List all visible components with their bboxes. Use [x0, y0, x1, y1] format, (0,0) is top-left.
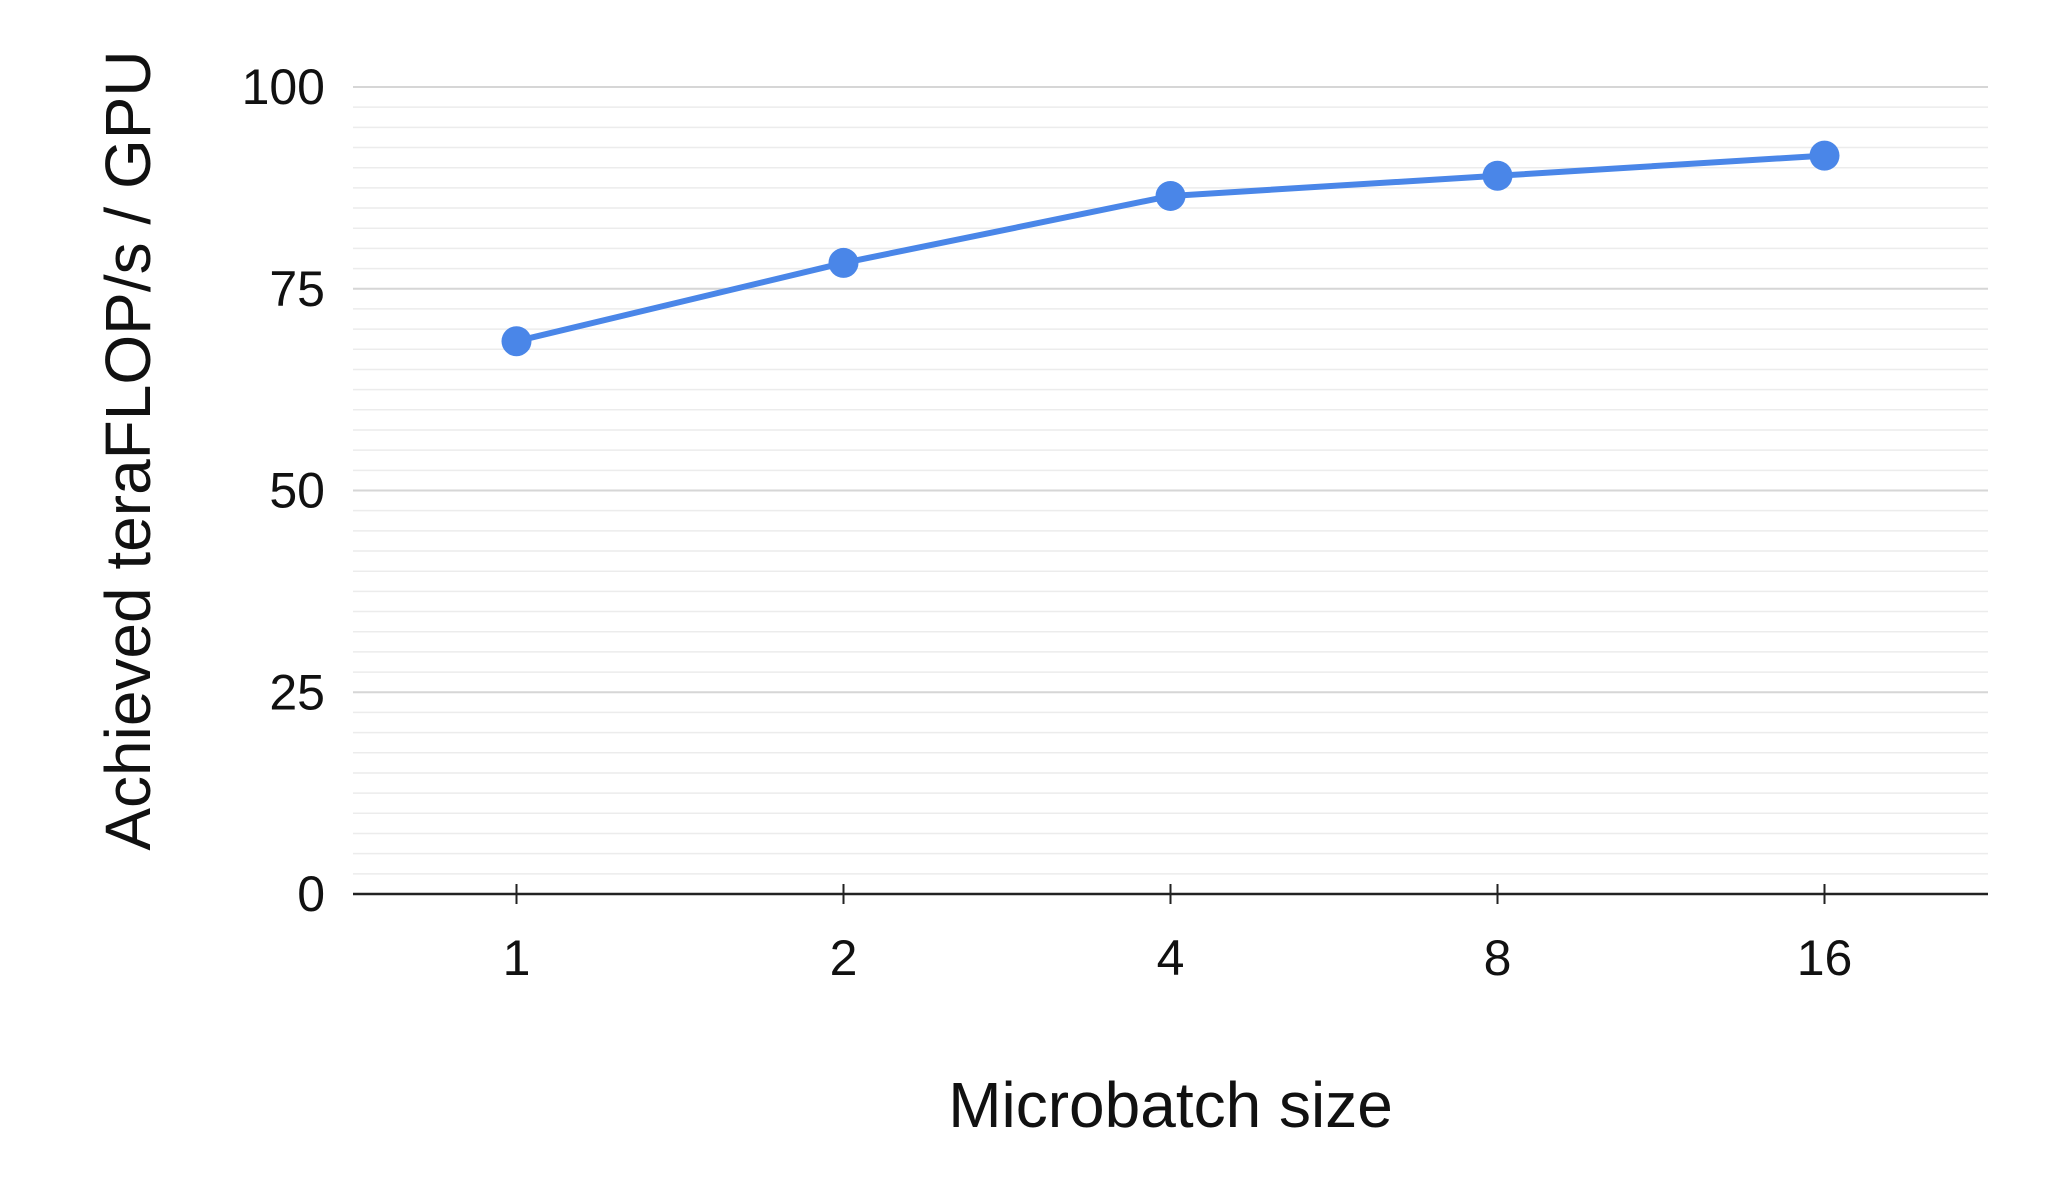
data-point [1155, 180, 1186, 211]
y-tick-label: 25 [269, 664, 325, 720]
x-tick-label: 2 [830, 930, 858, 986]
data-point [501, 326, 532, 357]
data-point [1809, 140, 1840, 171]
x-axis-title: Microbatch size [948, 1069, 1393, 1141]
y-tick-label: 100 [242, 59, 325, 115]
x-tick-label: 4 [1157, 930, 1185, 986]
x-tick-labels: 1 2 4 8 16 [503, 930, 1853, 986]
y-axis-title: Achieved teraFLOP/s / GPU [92, 50, 164, 850]
gridlines [353, 86, 1988, 875]
y-tick-label: 75 [269, 261, 325, 317]
x-tick-label: 8 [1484, 930, 1512, 986]
x-tick-label: 16 [1797, 930, 1853, 986]
y-tick-labels: 0 25 50 75 100 [242, 59, 325, 922]
y-tick-label: 50 [269, 463, 325, 519]
series-layer [501, 140, 1840, 357]
y-tick-label: 0 [297, 866, 325, 922]
data-point [828, 247, 859, 278]
data-point [1482, 160, 1513, 191]
x-tick-label: 1 [503, 930, 531, 986]
x-axis [353, 884, 1988, 904]
